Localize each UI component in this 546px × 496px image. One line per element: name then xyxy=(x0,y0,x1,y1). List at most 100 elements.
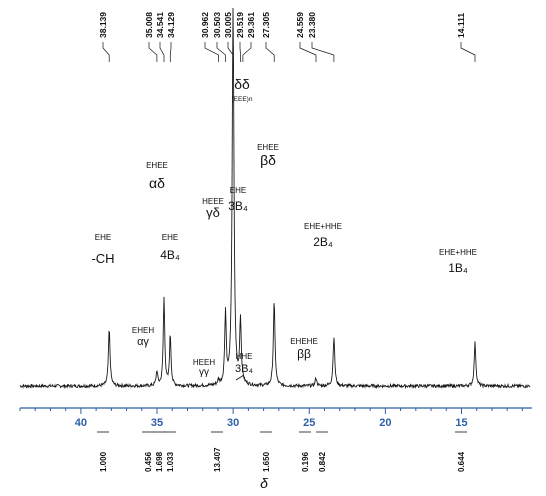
shift-leader-line xyxy=(102,42,110,62)
integral-value: 0.644 xyxy=(457,451,466,472)
annotation-sequence: EHE xyxy=(162,233,178,242)
x-tick-label: 40 xyxy=(75,417,87,429)
x-axis: 40 35 30 25 20 15 xyxy=(19,407,532,429)
spectrum-line xyxy=(19,7,531,390)
annotation-carbon: ββ xyxy=(297,347,311,361)
annotation-carbon: -CH xyxy=(91,251,114,266)
integral-value: 1.698 xyxy=(155,451,164,472)
peak-annotation: HHE 3B₄ xyxy=(235,352,253,375)
annotation-sequence: EHE xyxy=(95,233,111,242)
shift-leader-line xyxy=(148,42,158,62)
peak-annotation: EHE -CH xyxy=(91,233,114,266)
annotation-carbon: 2B₄ xyxy=(313,235,333,249)
annotation-carbon: γγ xyxy=(199,367,209,378)
shift-leader-line xyxy=(299,42,317,62)
annotation-arrow xyxy=(235,374,245,381)
annotation-carbon: αγ xyxy=(137,336,149,348)
integral-value: 0.842 xyxy=(318,451,327,472)
integral-13.407: 13.407 xyxy=(211,431,223,472)
integral-1.000: 1.000 xyxy=(97,431,109,472)
shift-label-text: 30.962 xyxy=(200,12,210,38)
shift-leader-line xyxy=(216,42,226,62)
annotation-carbon: γδ xyxy=(206,205,220,220)
shift-label-29.519: 29.519 xyxy=(235,12,245,62)
integral-value: 0.196 xyxy=(301,451,310,472)
annotation-sequence: EHEH xyxy=(132,326,154,335)
shift-label-text: 27.305 xyxy=(261,12,271,38)
shift-leader-line xyxy=(169,42,172,62)
shift-leader-line xyxy=(460,42,476,62)
shift-label-23.380: 23.380 xyxy=(307,12,335,62)
integral-0.842: 0.842 xyxy=(316,431,328,472)
shift-leader-line xyxy=(204,42,219,62)
peak-shift-labels: 38.139 35.008 34.541 34.129 30.962 30.503 30.0… xyxy=(98,12,476,62)
peak-annotation: EHEE αδ xyxy=(146,161,168,191)
shift-leader-line xyxy=(239,42,241,62)
annotation-sequence: EHEE xyxy=(257,143,279,152)
shift-label-text: 34.541 xyxy=(155,12,165,38)
integral-1.650: 1.650 xyxy=(260,431,272,472)
integral-0.456: 0.456 xyxy=(142,431,154,472)
annotation-carbon: 3B₄ xyxy=(228,199,248,213)
integral-labels: 1.000 0.456 1.698 1.033 13.407 1.650 0.196 0.84… xyxy=(97,431,467,472)
shift-label-34.541: 34.541 xyxy=(155,12,165,62)
x-axis-label: δ xyxy=(260,475,268,491)
annotation-sequence: δδ xyxy=(234,76,250,92)
annotation-sequence: EHE xyxy=(230,186,246,195)
annotation-carbon: 4B₄ xyxy=(160,248,180,262)
shift-label-text: 24.559 xyxy=(295,12,305,38)
shift-label-34.129: 34.129 xyxy=(166,12,176,62)
shift-label-30.962: 30.962 xyxy=(200,12,219,62)
integral-value: 0.456 xyxy=(144,451,153,472)
shift-label-35.008: 35.008 xyxy=(144,12,158,62)
shift-label-27.305: 27.305 xyxy=(261,12,275,62)
spectrum-area xyxy=(19,7,531,390)
peak-annotation: EHE 4B₄ xyxy=(160,233,180,262)
annotation-carbon: (EEE)n xyxy=(232,96,253,103)
integral-0.196: 0.196 xyxy=(299,431,311,472)
shift-label-text: 30.005 xyxy=(223,12,233,38)
integral-value: 1.033 xyxy=(166,451,175,472)
annotation-carbon: 1B₄ xyxy=(448,261,468,275)
integral-1.033: 1.033 xyxy=(164,431,176,472)
annotation-sequence: EHE+HHE xyxy=(439,248,477,257)
shift-label-30.503: 30.503 xyxy=(212,12,226,62)
shift-label-24.559: 24.559 xyxy=(295,12,317,62)
shift-label-text: 30.503 xyxy=(212,12,222,38)
shift-label-text: 38.139 xyxy=(98,12,108,38)
integral-value: 1.000 xyxy=(99,451,108,472)
peak-annotation: δδ (EEE)n xyxy=(232,76,253,103)
annotation-sequence: HEEH xyxy=(193,358,215,367)
shift-leader-line xyxy=(242,42,252,62)
annotation-carbon: 3B₄ xyxy=(235,363,253,375)
integral-value: 1.650 xyxy=(262,451,271,472)
annotation-sequence: EHEHE xyxy=(290,337,318,346)
peak-annotation: EHE+HHE 2B₄ xyxy=(304,222,342,249)
x-tick-label: 25 xyxy=(303,417,315,429)
integral-value: 13.407 xyxy=(213,447,222,472)
shift-leader-line xyxy=(159,42,165,62)
shift-label-text: 23.380 xyxy=(307,12,317,38)
x-tick-label: 15 xyxy=(455,417,467,429)
annotation-sequence: EHEE xyxy=(146,161,168,170)
shift-label-text: 29.361 xyxy=(246,12,256,38)
annotation-sequence: EHE+HHE xyxy=(304,222,342,231)
shift-label-text: 14.111 xyxy=(456,13,466,38)
shift-label-text: 34.129 xyxy=(166,12,176,38)
annotation-sequence: HEEE xyxy=(202,197,224,206)
shift-label-29.361: 29.361 xyxy=(242,12,256,62)
shift-leader-line xyxy=(265,42,275,62)
shift-leader-line xyxy=(311,42,335,62)
annotation-sequence: HHE xyxy=(236,352,253,361)
x-tick-label: 35 xyxy=(151,417,163,429)
peak-annotation: EHE+HHE 1B₄ xyxy=(439,248,477,275)
annotation-carbon: βδ xyxy=(260,152,276,168)
shift-label-text: 29.519 xyxy=(235,12,245,38)
